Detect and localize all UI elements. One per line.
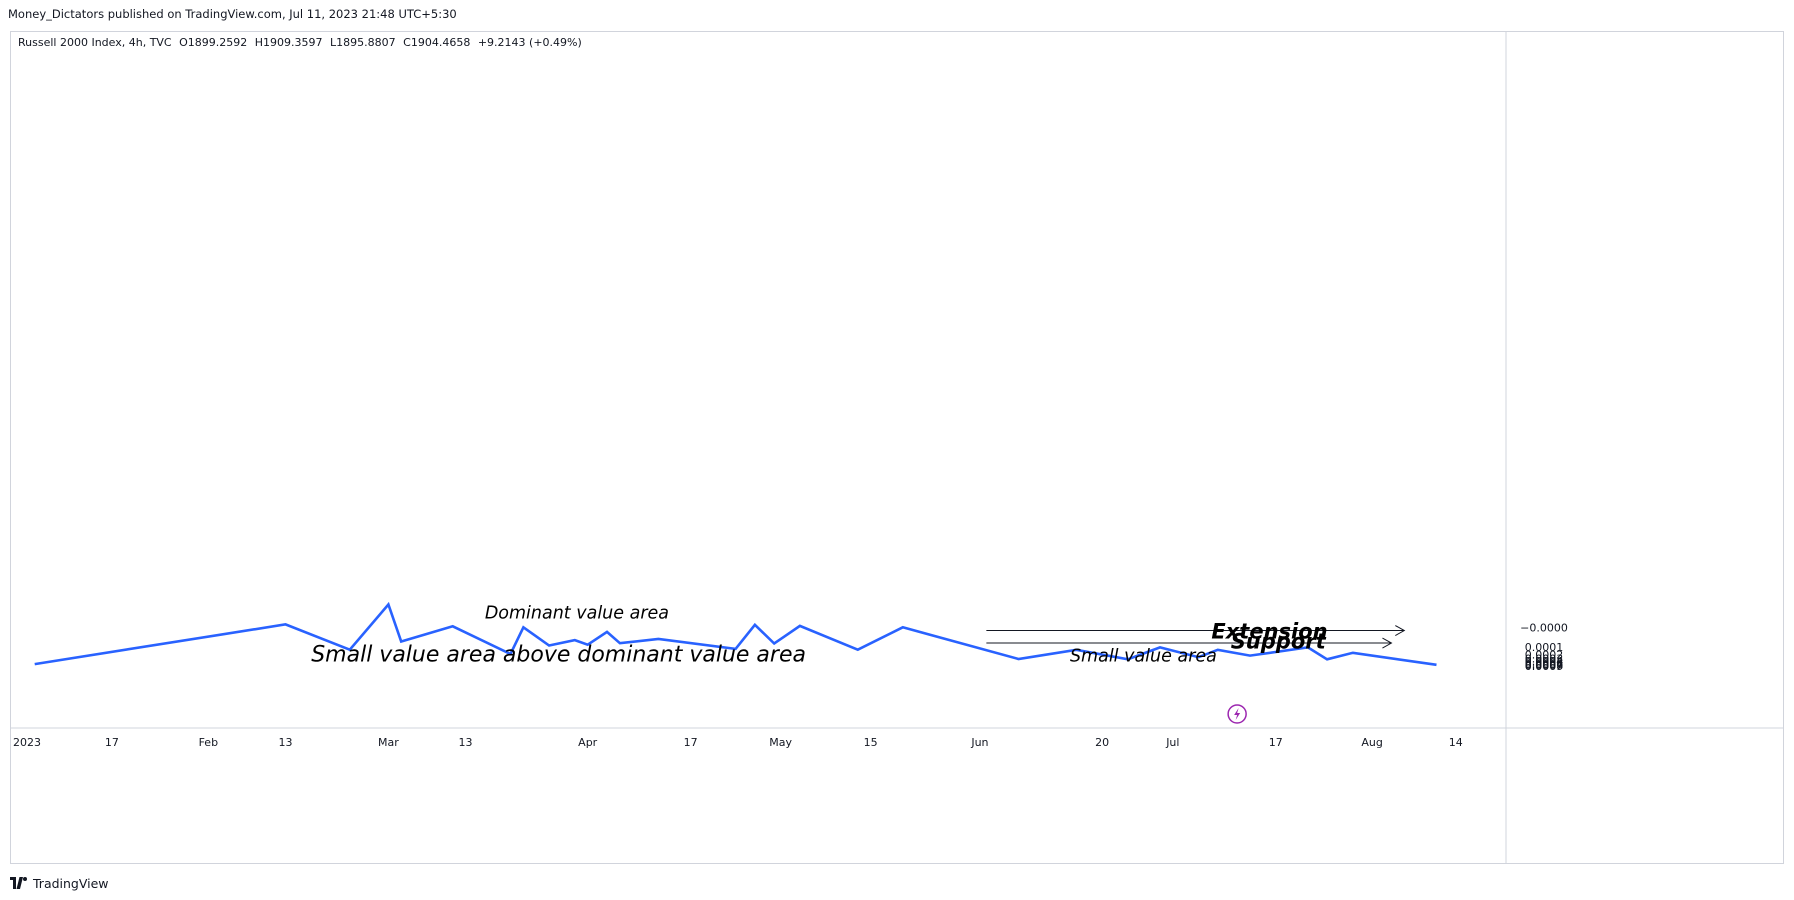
annotation-support[interactable]: Support [1231, 630, 1327, 654]
y-tick-label: 0.0006 [1525, 658, 1564, 671]
x-tick-label: Jul [1165, 736, 1179, 749]
y-tick-label: −0.0000 [1520, 621, 1568, 634]
symbol-legend: Russell 2000 Index, 4h, TVC O1899.2592 H… [18, 36, 586, 49]
y-tick-label: 0.0008 [1525, 659, 1564, 672]
legend-symbol[interactable]: Russell 2000 Index, 4h, TVC [18, 36, 172, 49]
x-tick-label: 13 [278, 736, 292, 749]
x-tick-label: 20 [1095, 736, 1109, 749]
annotation-small-value-area-above-dominant-value-area[interactable]: Small value area above dominant value ar… [311, 642, 806, 667]
x-tick-label: Apr [578, 736, 598, 749]
annotation-extension[interactable]: Extension [1211, 619, 1327, 643]
legend-close: C1904.4658 [403, 36, 471, 49]
x-tick-label: 17 [105, 736, 119, 749]
chart-frame[interactable]: Small value area above dominant value ar… [10, 31, 1784, 864]
annotation-small-value-area[interactable]: Small value area [1070, 646, 1217, 666]
price-line-series[interactable] [34, 601, 1437, 667]
chart-canvas[interactable]: Small value area above dominant value ar… [11, 32, 1784, 864]
x-tick-label: Aug [1361, 736, 1382, 749]
tradingview-wordmark: TradingView [33, 875, 109, 891]
x-tick-label: 13 [459, 736, 473, 749]
y-tick-label: 0.0002 [1525, 649, 1564, 662]
tradingview-logo[interactable]: TradingView [10, 874, 109, 892]
x-tick-label: May [769, 736, 792, 749]
legend-change: +9.2143 (+0.49%) [477, 36, 582, 49]
x-tick-label: 2023 [13, 736, 41, 749]
tradingview-logo-icon [10, 877, 27, 889]
legend-open: O1899.2592 [179, 36, 248, 49]
x-tick-label: Feb [199, 736, 218, 749]
y-tick-label: 0.0001 [1525, 641, 1564, 654]
y-tick-label: 0.0009 [1525, 660, 1564, 673]
x-tick-label: Jun [970, 736, 988, 749]
x-tick-label: 15 [864, 736, 878, 749]
extension-arrowhead-1 [1382, 637, 1393, 649]
x-tick-label: Mar [378, 736, 399, 749]
y-tick-label: 0.0007 [1525, 659, 1564, 672]
y-tick-label: 0.0004 [1525, 655, 1564, 668]
x-tick-label: 17 [1269, 736, 1283, 749]
lightning-glyph [1234, 708, 1241, 720]
legend-low: L1895.8807 [330, 36, 396, 49]
annotation-dominant-value-area[interactable]: Dominant value area [485, 603, 669, 623]
x-tick-label: 17 [684, 736, 698, 749]
y-tick-label: 0.0005 [1525, 657, 1564, 670]
legend-high: H1909.3597 [254, 36, 323, 49]
extension-arrowhead-2 [1395, 625, 1406, 636]
y-tick-label: 0.0003 [1525, 653, 1564, 666]
publisher-line: Money_Dictators published on TradingView… [8, 7, 457, 21]
x-tick-label: 14 [1449, 736, 1463, 749]
